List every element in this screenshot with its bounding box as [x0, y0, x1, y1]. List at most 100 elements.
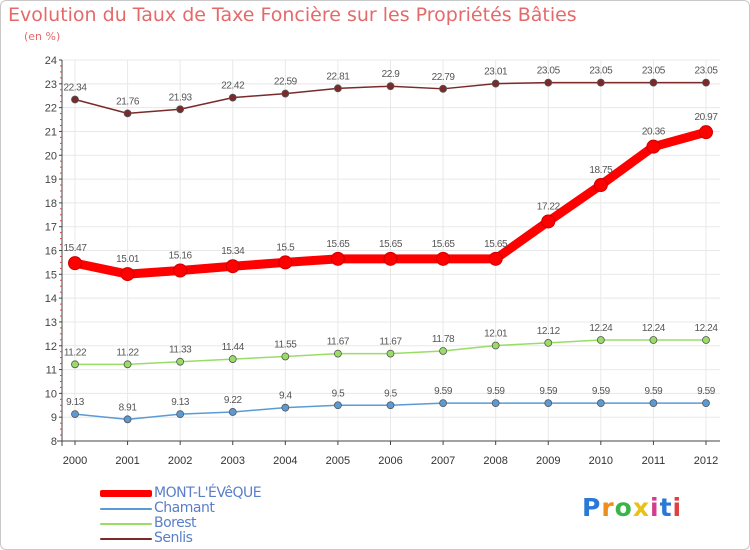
data-point	[544, 338, 553, 347]
y-tick-label: 24	[45, 55, 57, 67]
logo-letter: i	[650, 493, 660, 522]
data-point	[699, 125, 713, 140]
legend-item: Chamant	[100, 500, 420, 516]
data-label: 15.47	[63, 243, 87, 254]
logo-letter: i	[672, 493, 683, 522]
data-point	[71, 410, 79, 418]
legend-label: Senlis	[154, 530, 193, 546]
data-point	[383, 251, 398, 266]
data-label: 9.59	[697, 386, 716, 397]
y-tick-label: 17	[45, 222, 57, 234]
legend-swatch	[100, 508, 152, 510]
x-tick-label: 2011	[642, 455, 666, 467]
data-label: 23.05	[589, 66, 613, 77]
x-tick-label: 2010	[589, 455, 613, 467]
logo-letter: o	[614, 493, 633, 522]
data-label: 9.59	[644, 386, 663, 397]
data-point	[334, 84, 342, 93]
data-label: 9.59	[487, 386, 506, 397]
data-label: 11.67	[327, 337, 350, 348]
y-tick-label: 19	[45, 174, 57, 186]
legend-item: Borest	[100, 515, 420, 531]
x-tick-label: 2000	[63, 455, 87, 467]
data-point	[228, 93, 237, 102]
data-label: 11.22	[116, 347, 139, 358]
chart-title: Evolution du Taux de Taxe Foncière sur l…	[8, 4, 577, 26]
logo-letter: t	[659, 493, 673, 522]
data-label: 15.65	[326, 239, 350, 250]
data-point	[173, 263, 188, 278]
data-label: 15.01	[116, 254, 140, 265]
logo-letter: P	[582, 493, 602, 522]
data-label: 23.05	[537, 66, 561, 77]
data-point	[123, 360, 132, 369]
data-point	[541, 214, 556, 229]
x-tick-label: 2002	[168, 455, 192, 467]
y-tick-label: 20	[45, 150, 57, 162]
data-label: 11.22	[64, 347, 87, 358]
data-point	[334, 349, 342, 358]
data-label: 15.65	[484, 239, 508, 250]
data-point	[278, 255, 293, 270]
data-label: 21.93	[169, 92, 193, 103]
data-point	[176, 357, 185, 366]
data-label: 20.36	[642, 127, 666, 138]
x-tick-label: 2007	[431, 455, 455, 467]
data-point	[330, 251, 345, 266]
legend-label: MONT-L'ÉVêQUE	[154, 485, 262, 501]
data-point	[71, 360, 79, 369]
data-label: 15.5	[276, 242, 295, 253]
logo-letter: x	[632, 493, 650, 522]
data-label: 9.4	[279, 391, 293, 402]
data-label: 15.65	[432, 239, 456, 250]
data-label: 9.5	[384, 388, 398, 399]
data-point	[281, 352, 290, 361]
y-tick-label: 10	[45, 388, 57, 400]
data-label: 22.79	[432, 72, 456, 83]
data-label: 9.59	[539, 386, 558, 397]
data-label: 22.9	[382, 69, 401, 80]
proxiti-logo: Proxiti	[582, 493, 682, 522]
y-tick-label: 11	[46, 365, 57, 377]
y-tick-label: 12	[45, 341, 57, 353]
x-tick-label: 2001	[115, 455, 139, 467]
data-point	[176, 105, 185, 114]
data-point	[702, 78, 710, 87]
data-label: 22.81	[326, 71, 350, 82]
data-point	[228, 408, 237, 416]
data-label: 9.22	[224, 395, 243, 406]
data-point	[281, 89, 290, 98]
data-point	[123, 415, 132, 424]
x-tick-label: 2006	[378, 455, 402, 467]
data-point	[176, 410, 185, 418]
data-point	[491, 399, 500, 408]
chart-legend: MONT-L'ÉVêQUE Chamant Borest Senlis	[100, 485, 420, 546]
y-tick-label: 14	[45, 293, 57, 305]
data-point	[439, 399, 447, 408]
legend-item: MONT-L'ÉVêQUE	[100, 485, 420, 501]
data-point	[596, 399, 605, 408]
y-tick-label: 22	[45, 103, 57, 115]
y-tick-label: 16	[45, 246, 57, 258]
data-label: 22.42	[221, 81, 245, 92]
y-tick-label: 18	[45, 198, 57, 210]
data-label: 9.13	[66, 397, 85, 408]
data-label: 15.16	[169, 251, 193, 262]
y-tick-label: 9	[51, 412, 57, 424]
data-point	[123, 109, 132, 118]
legend-label: Borest	[154, 515, 197, 531]
data-point	[702, 336, 710, 344]
data-label: 15.65	[379, 239, 403, 250]
data-label: 12.12	[537, 326, 561, 337]
data-label: 11.55	[274, 339, 297, 350]
y-tick-label: 8	[51, 436, 57, 448]
data-point	[334, 401, 342, 410]
data-label: 12.24	[694, 323, 718, 334]
data-label: 23.01	[484, 67, 508, 78]
data-point	[596, 336, 605, 344]
data-point	[386, 401, 395, 410]
legend-swatch	[100, 523, 152, 525]
legend-swatch	[100, 490, 152, 497]
data-point	[544, 399, 553, 408]
data-point	[544, 78, 553, 87]
